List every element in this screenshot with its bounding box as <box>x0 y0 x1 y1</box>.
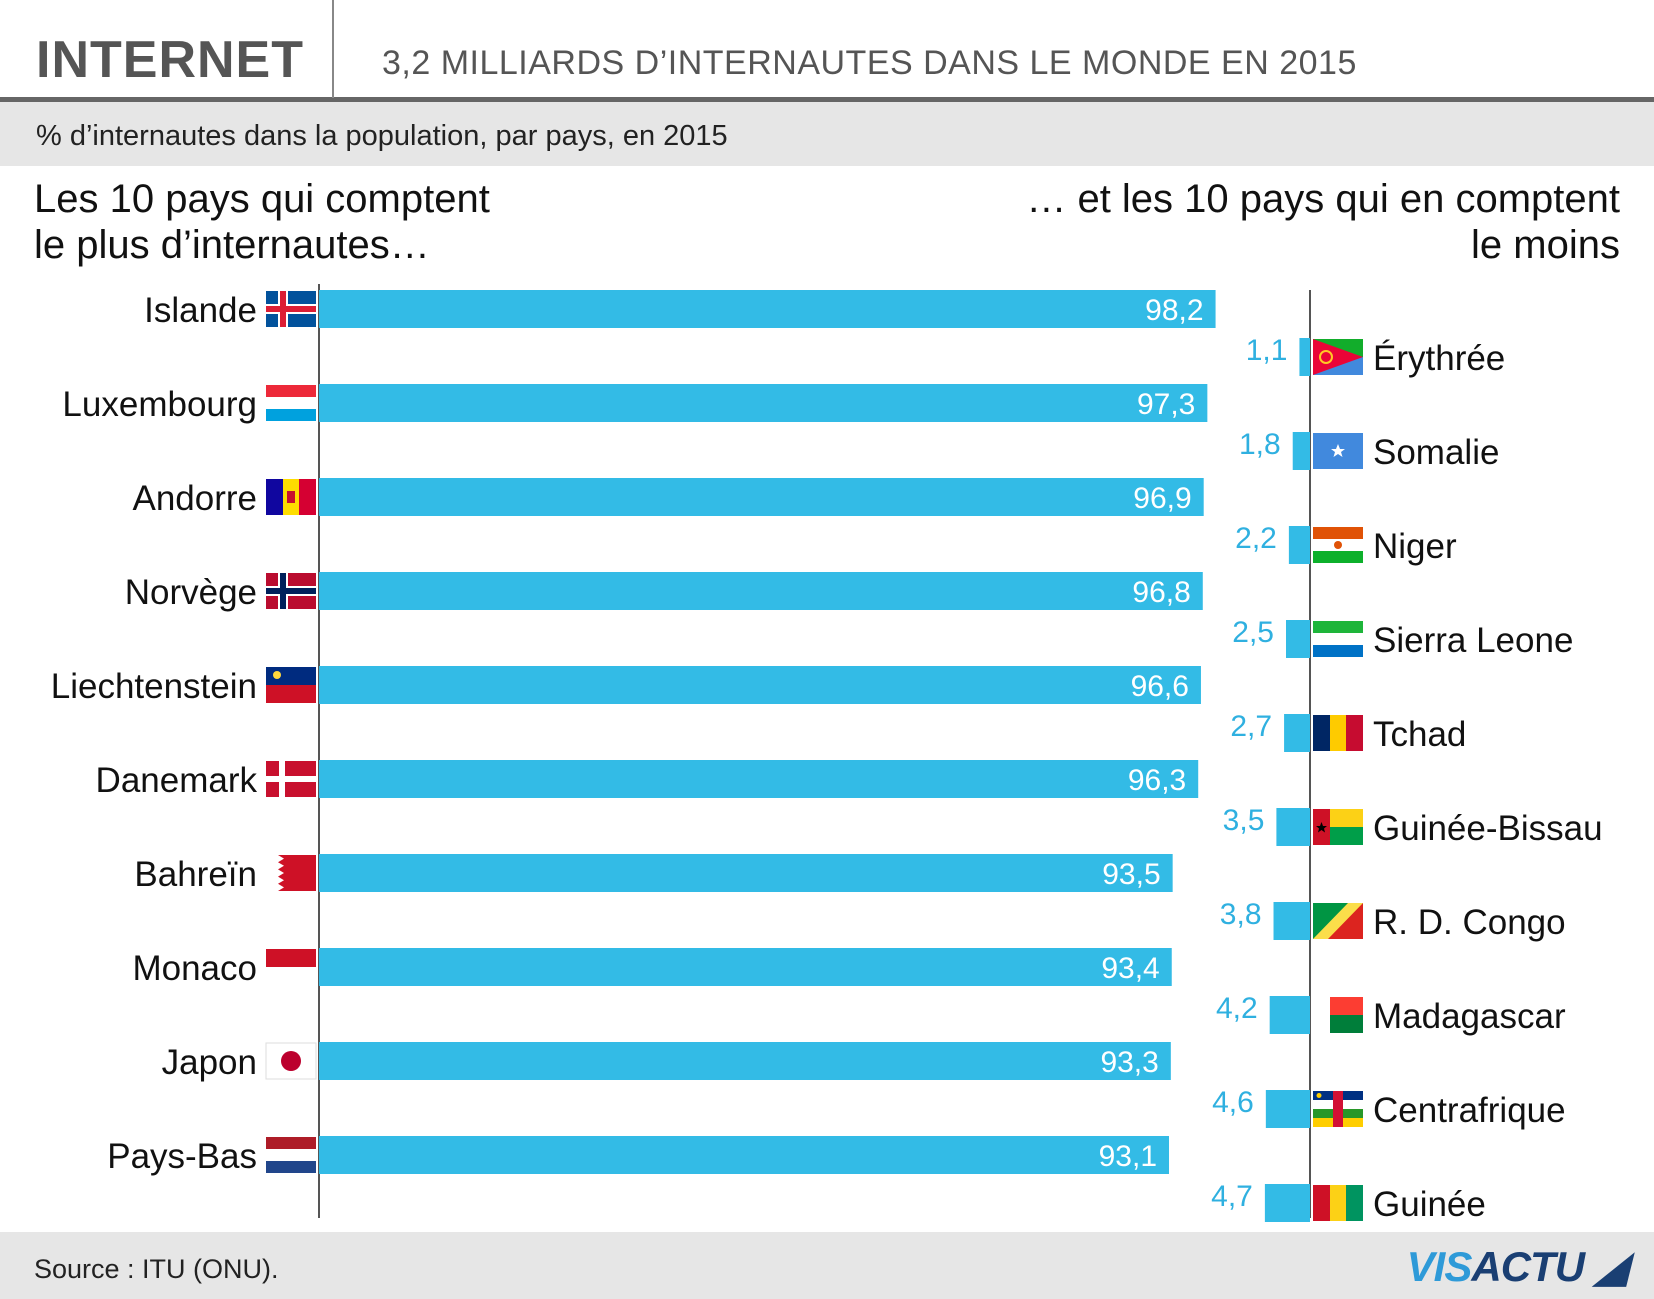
country-label-bottom-4: Tchad <box>1373 715 1466 754</box>
norway-flag-icon <box>266 573 316 609</box>
bar-top-3 <box>319 572 1203 610</box>
bar-top-0 <box>319 290 1216 328</box>
header-divider <box>332 0 334 98</box>
country-label-bottom-1: Somalie <box>1373 433 1499 472</box>
bar-value-bottom-2: 2,2 <box>1235 522 1277 555</box>
netherlands-flag-icon <box>266 1137 316 1173</box>
country-label-top-1: Luxembourg <box>62 385 257 424</box>
dr-congo-flag-icon <box>1313 903 1363 939</box>
bahrain-flag-icon <box>266 855 316 891</box>
bar-bottom-2 <box>1288 526 1310 564</box>
logo-part-b: ACTU <box>1471 1243 1585 1290</box>
bar-bottom-0 <box>1299 338 1310 376</box>
bar-value-bottom-9: 4,7 <box>1211 1180 1253 1213</box>
country-label-top-6: Bahreïn <box>134 855 257 894</box>
country-label-bottom-6: R. D. Congo <box>1373 903 1566 942</box>
country-label-top-8: Japon <box>162 1043 257 1082</box>
country-label-bottom-7: Madagascar <box>1373 997 1566 1036</box>
subtitle-bar: % d’internautes dans la population, par … <box>0 102 1654 166</box>
bar-top-2 <box>319 478 1204 516</box>
bar-bottom-1 <box>1292 432 1310 470</box>
bar-value-top-1: 97,3 <box>1137 388 1195 421</box>
country-label-top-5: Danemark <box>96 761 258 800</box>
country-label-bottom-0: Érythrée <box>1373 339 1505 378</box>
bar-value-bottom-1: 1,8 <box>1239 428 1281 461</box>
somalia-flag-icon <box>1313 433 1363 469</box>
footer: Source : ITU (ONU). VISACTU ◢ <box>0 1232 1654 1299</box>
luxembourg-flag-icon <box>266 385 316 421</box>
bar-value-bottom-0: 1,1 <box>1246 334 1288 367</box>
bar-value-top-0: 98,2 <box>1145 294 1203 327</box>
bar-top-9 <box>319 1136 1170 1174</box>
bar-bottom-8 <box>1265 1090 1310 1128</box>
bar-top-5 <box>319 760 1199 798</box>
country-label-bottom-3: Sierra Leone <box>1373 621 1573 660</box>
bar-value-top-4: 96,6 <box>1131 670 1189 703</box>
bar-top-1 <box>319 384 1208 422</box>
bar-top-4 <box>319 666 1201 704</box>
bar-value-bottom-4: 2,7 <box>1230 710 1272 743</box>
denmark-flag-icon <box>266 761 316 797</box>
bar-top-6 <box>319 854 1173 892</box>
country-label-bottom-9: Guinée <box>1373 1185 1486 1224</box>
bar-bottom-4 <box>1284 714 1310 752</box>
country-label-bottom-8: Centrafrique <box>1373 1091 1566 1130</box>
bar-value-top-3: 96,8 <box>1132 576 1190 609</box>
country-label-bottom-5: Guinée-Bissau <box>1373 809 1603 848</box>
bar-value-top-9: 93,1 <box>1099 1140 1157 1173</box>
chart-subtitle: % d’internautes dans la population, par … <box>36 120 728 152</box>
right-title-line2: le moins <box>1471 223 1620 267</box>
monaco-flag-icon <box>266 949 316 985</box>
bar-bottom-3 <box>1286 620 1310 658</box>
header: INTERNET 3,2 MILLIARDS D’INTERNAUTES DAN… <box>0 0 1654 102</box>
country-label-top-4: Liechtenstein <box>51 667 257 706</box>
country-label-top-9: Pays-Bas <box>107 1137 257 1176</box>
source-note: Source : ITU (ONU). <box>34 1254 279 1284</box>
bar-top-8 <box>319 1042 1171 1080</box>
bar-value-top-2: 96,9 <box>1133 482 1191 515</box>
bar-bottom-7 <box>1269 996 1310 1034</box>
iceland-flag-icon <box>266 291 316 327</box>
guinea-bissau-flag-icon <box>1313 809 1363 845</box>
bar-bottom-5 <box>1276 808 1310 846</box>
andorra-flag-icon <box>266 479 316 515</box>
right-chart-title: … et les 10 pays qui en comptent le moin… <box>1026 176 1620 268</box>
japan-flag-icon <box>265 1042 317 1080</box>
bar-value-top-7: 93,4 <box>1101 952 1159 985</box>
country-label-top-0: Islande <box>144 291 257 330</box>
chad-flag-icon <box>1313 715 1363 751</box>
bar-value-bottom-7: 4,2 <box>1216 992 1258 1025</box>
bar-value-top-5: 96,3 <box>1128 764 1186 797</box>
bar-bottom-6 <box>1273 902 1310 940</box>
bar-value-bottom-5: 3,5 <box>1223 804 1265 837</box>
left-title-line2: le plus d’internautes… <box>34 223 430 267</box>
bar-value-bottom-6: 3,8 <box>1220 898 1262 931</box>
bar-bottom-9 <box>1264 1184 1310 1222</box>
left-title-line1: Les 10 pays qui comptent <box>34 177 490 221</box>
visactu-logo: VISACTU ◢ <box>1406 1243 1627 1290</box>
country-label-top-3: Norvège <box>125 573 257 612</box>
madagascar-flag-icon <box>1313 997 1363 1033</box>
logo-part-a: VIS <box>1406 1243 1473 1290</box>
left-chart-title: Les 10 pays qui comptent le plus d’inter… <box>34 176 490 268</box>
bar-value-bottom-8: 4,6 <box>1212 1086 1254 1119</box>
bar-value-top-6: 93,5 <box>1102 858 1160 891</box>
central-african-republic-flag-icon <box>1313 1091 1363 1127</box>
sierra-leone-flag-icon <box>1313 621 1363 657</box>
bar-value-bottom-3: 2,5 <box>1232 616 1274 649</box>
bar-value-top-8: 93,3 <box>1100 1046 1158 1079</box>
eritrea-flag-icon <box>1313 339 1363 375</box>
guinea-flag-icon <box>1313 1185 1363 1221</box>
niger-flag-icon <box>1313 527 1363 563</box>
liechtenstein-flag-icon <box>266 667 316 703</box>
right-title-line1: … et les 10 pays qui en comptent <box>1026 177 1620 221</box>
country-label-top-2: Andorre <box>132 479 257 518</box>
country-label-top-7: Monaco <box>132 949 257 988</box>
country-label-bottom-2: Niger <box>1373 527 1457 566</box>
page-title: 3,2 MILLIARDS D’INTERNAUTES DANS LE MOND… <box>382 44 1357 82</box>
bar-top-7 <box>319 948 1172 986</box>
brand-title: INTERNET <box>36 31 304 89</box>
